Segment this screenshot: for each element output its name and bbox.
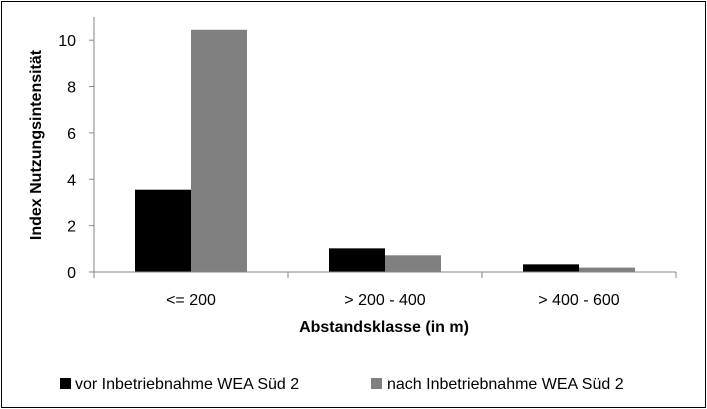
legend-swatch-nach xyxy=(371,378,382,389)
y-axis-title: Index Nutzungsintensität xyxy=(28,49,45,240)
bar-nach-0 xyxy=(191,29,247,272)
legend-swatch-vor xyxy=(60,378,71,389)
x-ticks-layer: <= 200 > 200 - 400 > 400 - 600 xyxy=(93,272,677,309)
legend-label-vor: vor Inbetriebnahme WEA Süd 2 xyxy=(75,376,299,393)
x-tick-label: > 200 - 400 xyxy=(344,292,426,309)
x-tick-label: > 400 - 600 xyxy=(538,292,620,309)
axes-layer xyxy=(93,17,676,273)
y-tick-label: 2 xyxy=(67,219,76,236)
legend-label-nach: nach Inbetriebnahme WEA Süd 2 xyxy=(387,376,624,393)
bar-vor-0 xyxy=(135,189,191,272)
y-ticks-layer: 0 2 4 6 8 10 xyxy=(58,33,94,282)
bar-nach-2 xyxy=(579,267,635,272)
bar-vor-2 xyxy=(523,264,579,272)
y-tick-label: 6 xyxy=(67,126,76,143)
legend: vor Inbetriebnahme WEA Süd 2 nach Inbetr… xyxy=(60,376,624,393)
x-tick-label: <= 200 xyxy=(166,292,216,309)
x-axis-title: Abstandsklasse (in m) xyxy=(299,319,469,336)
y-tick-label: 8 xyxy=(67,80,76,97)
y-tick-label: 0 xyxy=(67,265,76,282)
y-tick-label: 10 xyxy=(58,33,76,50)
bar-vor-1 xyxy=(329,248,385,272)
y-tick-label: 4 xyxy=(67,172,76,189)
bar-nach-1 xyxy=(385,255,441,272)
bars-layer xyxy=(135,29,635,272)
